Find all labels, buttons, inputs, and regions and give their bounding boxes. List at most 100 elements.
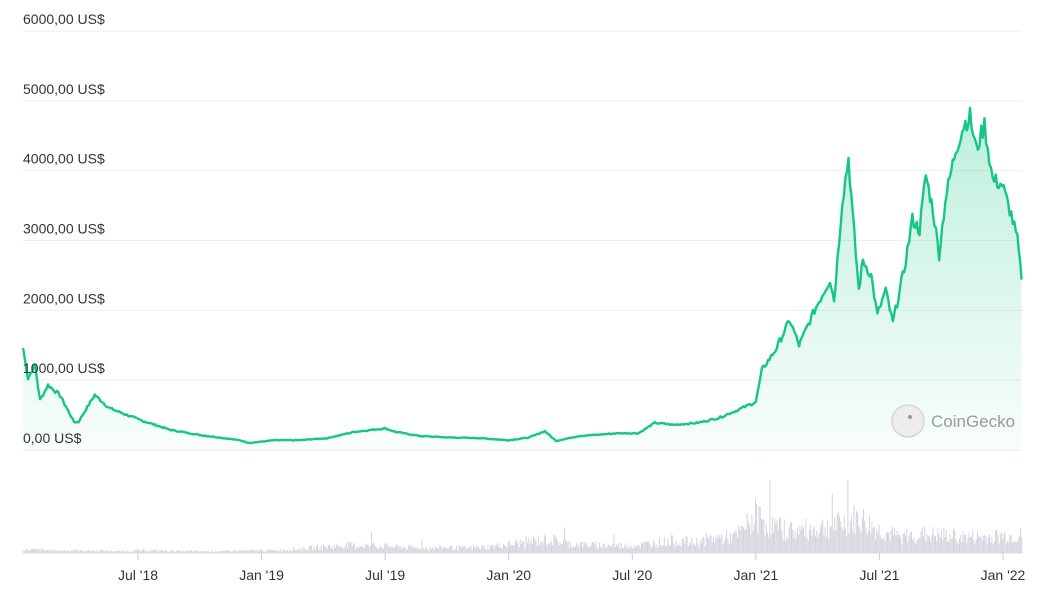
- volume-bar: [743, 527, 744, 553]
- volume-bar: [576, 543, 578, 553]
- volume-bar: [734, 530, 736, 553]
- volume-bar: [979, 537, 981, 553]
- volume-bar: [515, 540, 516, 553]
- volume-bar: [1011, 542, 1013, 553]
- volume-bar: [830, 526, 832, 553]
- volume-bar: [284, 550, 286, 553]
- volume-bar: [967, 538, 969, 553]
- price-area-fill: [23, 108, 1022, 450]
- volume-bar: [567, 540, 569, 553]
- volume-bar: [663, 536, 665, 553]
- volume-bar: [93, 550, 95, 553]
- volume-bar: [589, 547, 591, 553]
- volume-bar: [1003, 533, 1005, 553]
- watermark-text: CoinGecko: [931, 412, 1015, 431]
- volume-bar: [263, 551, 264, 553]
- volume-bar: [354, 542, 356, 553]
- volume-bar: [777, 530, 779, 553]
- volume-bar: [289, 549, 291, 553]
- volume-bar: [620, 542, 622, 553]
- volume-bar: [407, 549, 408, 553]
- volume-bar: [299, 550, 300, 553]
- volume-bar: [866, 534, 868, 553]
- volume-bar: [149, 551, 150, 553]
- volume-bar: [654, 543, 656, 553]
- volume-bar: [747, 520, 749, 553]
- volume-bar: [42, 549, 44, 553]
- volume-bar: [33, 548, 35, 553]
- volume-bar: [854, 533, 856, 553]
- volume-bar: [737, 538, 738, 553]
- volume-bar: [901, 544, 903, 553]
- volume-bar: [768, 536, 770, 553]
- volume-bar: [431, 549, 432, 553]
- volume-bar: [29, 550, 30, 553]
- volume-bar: [293, 547, 294, 553]
- volume-bar: [483, 545, 485, 553]
- volume-bar: [679, 542, 681, 553]
- volume-bar: [566, 542, 568, 553]
- volume-bar: [968, 532, 970, 553]
- volume-bar: [116, 551, 118, 553]
- volume-bar: [109, 551, 111, 553]
- volume-bar: [636, 546, 638, 553]
- volume-bar: [378, 548, 380, 553]
- volume-bar: [27, 550, 29, 553]
- volume-bar: [876, 529, 878, 553]
- volume-bar: [135, 550, 137, 553]
- volume-bar: [894, 528, 896, 553]
- volume-bar: [357, 547, 359, 553]
- volume-bar: [465, 548, 467, 553]
- volume-bar: [691, 537, 693, 553]
- volume-bar: [72, 550, 74, 553]
- volume-bar: [182, 550, 184, 553]
- volume-bar: [805, 518, 807, 553]
- volume-bar: [690, 543, 692, 553]
- volume-bar: [560, 544, 562, 553]
- volume-bars: [23, 480, 1023, 553]
- volume-bar: [561, 544, 563, 553]
- volume-bar: [607, 545, 609, 553]
- volume-bar: [692, 544, 694, 553]
- volume-bar: [313, 546, 315, 553]
- volume-bar: [739, 530, 741, 553]
- volume-bar: [525, 536, 527, 553]
- volume-bar: [391, 546, 393, 553]
- volume-bar: [211, 550, 213, 553]
- volume-bar: [241, 550, 243, 553]
- volume-bar: [822, 519, 824, 553]
- volume-bar: [517, 542, 519, 553]
- volume-bar: [913, 537, 915, 553]
- volume-bar: [345, 542, 347, 553]
- volume-bar: [701, 542, 702, 553]
- volume-bar: [666, 545, 668, 553]
- volume-bar: [608, 544, 610, 553]
- x-tick-label: Jan '22: [981, 567, 1026, 583]
- volume-bar: [307, 549, 309, 553]
- volume-bar: [49, 551, 51, 553]
- volume-bar: [187, 550, 189, 553]
- volume-bar: [980, 536, 982, 553]
- volume-bar: [457, 550, 459, 553]
- volume-bar: [61, 549, 63, 553]
- volume-bar: [693, 543, 695, 553]
- volume-bar: [935, 536, 936, 553]
- volume-bar: [527, 543, 528, 553]
- volume-bar: [969, 537, 971, 553]
- volume-bar: [764, 535, 766, 553]
- volume-bar: [744, 529, 746, 553]
- volume-bar: [162, 550, 164, 553]
- volume-bar: [551, 541, 552, 553]
- volume-bar: [362, 546, 364, 553]
- volume-bar: [267, 550, 269, 553]
- volume-bar: [823, 535, 825, 553]
- volume-bar: [583, 541, 585, 553]
- volume-bar: [477, 545, 479, 553]
- volume-bar: [1005, 543, 1007, 553]
- gridlines: [23, 30, 1022, 451]
- volume-bar: [601, 548, 603, 553]
- volume-bar: [920, 531, 922, 553]
- volume-bar: [156, 551, 158, 553]
- volume-bar: [563, 540, 564, 553]
- volume-bar: [251, 549, 252, 553]
